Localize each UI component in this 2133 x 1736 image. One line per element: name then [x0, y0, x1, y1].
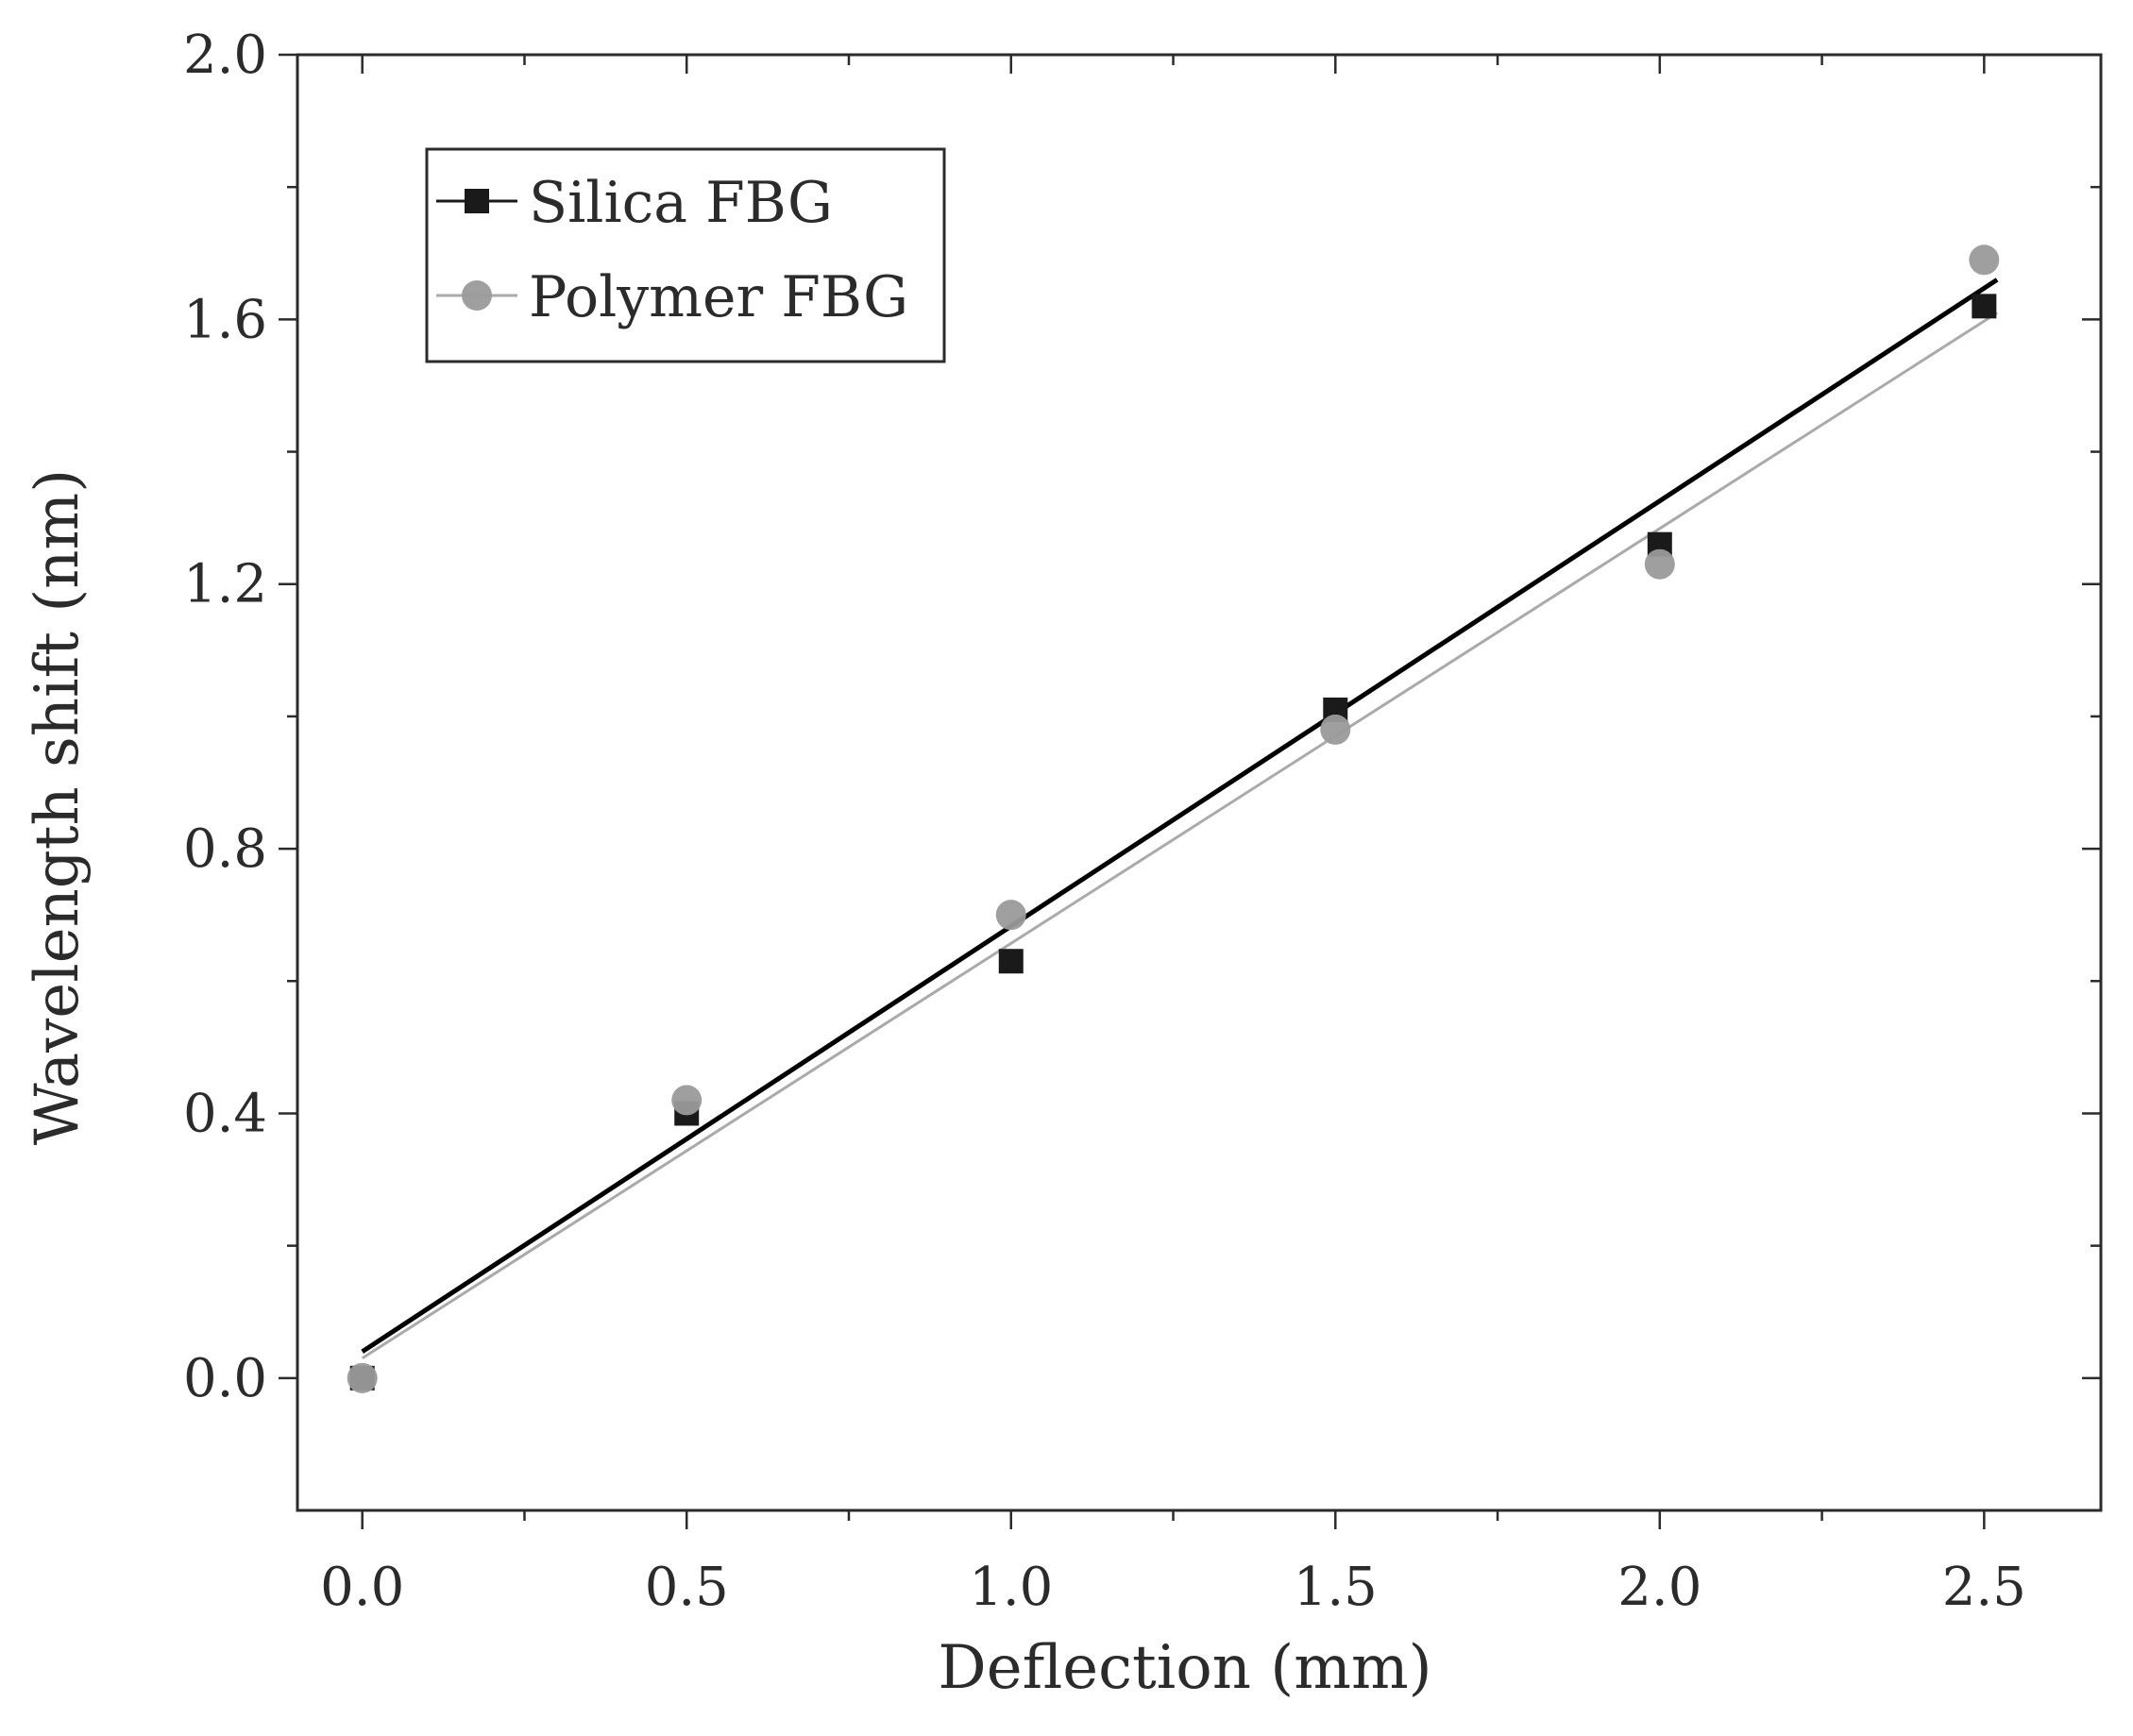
polymer-fit-line [361, 312, 1998, 1360]
polymer-point [1644, 548, 1675, 580]
x-tick-label: 0.0 [320, 1557, 404, 1618]
y-tick-label: 0.0 [183, 1348, 267, 1409]
plot-frame [296, 53, 2103, 1512]
y-axis-label: Wavelength shift (nm) [23, 469, 93, 1145]
y-tick-label: 2.0 [183, 25, 267, 86]
x-tick-label: 0.5 [645, 1557, 729, 1618]
polymer-point [671, 1085, 703, 1116]
legend-polymer-label: Polymer FBG [529, 264, 908, 330]
x-tick-label: 1.5 [1294, 1557, 1378, 1618]
polymer-point [347, 1362, 378, 1393]
y-tick-label: 1.2 [183, 554, 267, 615]
legend-silica-label: Silica FBG [529, 170, 833, 236]
silica-point [998, 949, 1024, 974]
x-tick-label: 2.0 [1617, 1557, 1701, 1618]
polymer-point [995, 900, 1026, 931]
silica-point [1972, 294, 1997, 319]
y-tick-label: 0.8 [183, 818, 267, 880]
legend: Silica FBG Polymer FBG [425, 147, 946, 363]
x-axis-ticks: 0.0 0.5 1.0 1.5 2.0 2.5 [320, 55, 2026, 1618]
fit-lines [361, 278, 1999, 1360]
y-tick-label: 1.6 [183, 289, 267, 350]
x-axis-label: Deflection (mm) [938, 1633, 1431, 1703]
y-axis-ticks: 0.0 0.4 0.8 1.2 1.6 2.0 [183, 25, 2101, 1409]
x-tick-label: 2.5 [1942, 1557, 2026, 1618]
polymer-point [1320, 714, 1351, 745]
data-markers [347, 244, 2000, 1393]
polymer-point [1969, 244, 2000, 276]
legend-box [425, 147, 946, 363]
legend-silica-marker [465, 189, 489, 213]
y-tick-label: 0.4 [183, 1083, 267, 1144]
x-tick-label: 1.0 [969, 1557, 1053, 1618]
silica-fit-line [361, 278, 1999, 1354]
legend-polymer-marker [462, 280, 492, 311]
